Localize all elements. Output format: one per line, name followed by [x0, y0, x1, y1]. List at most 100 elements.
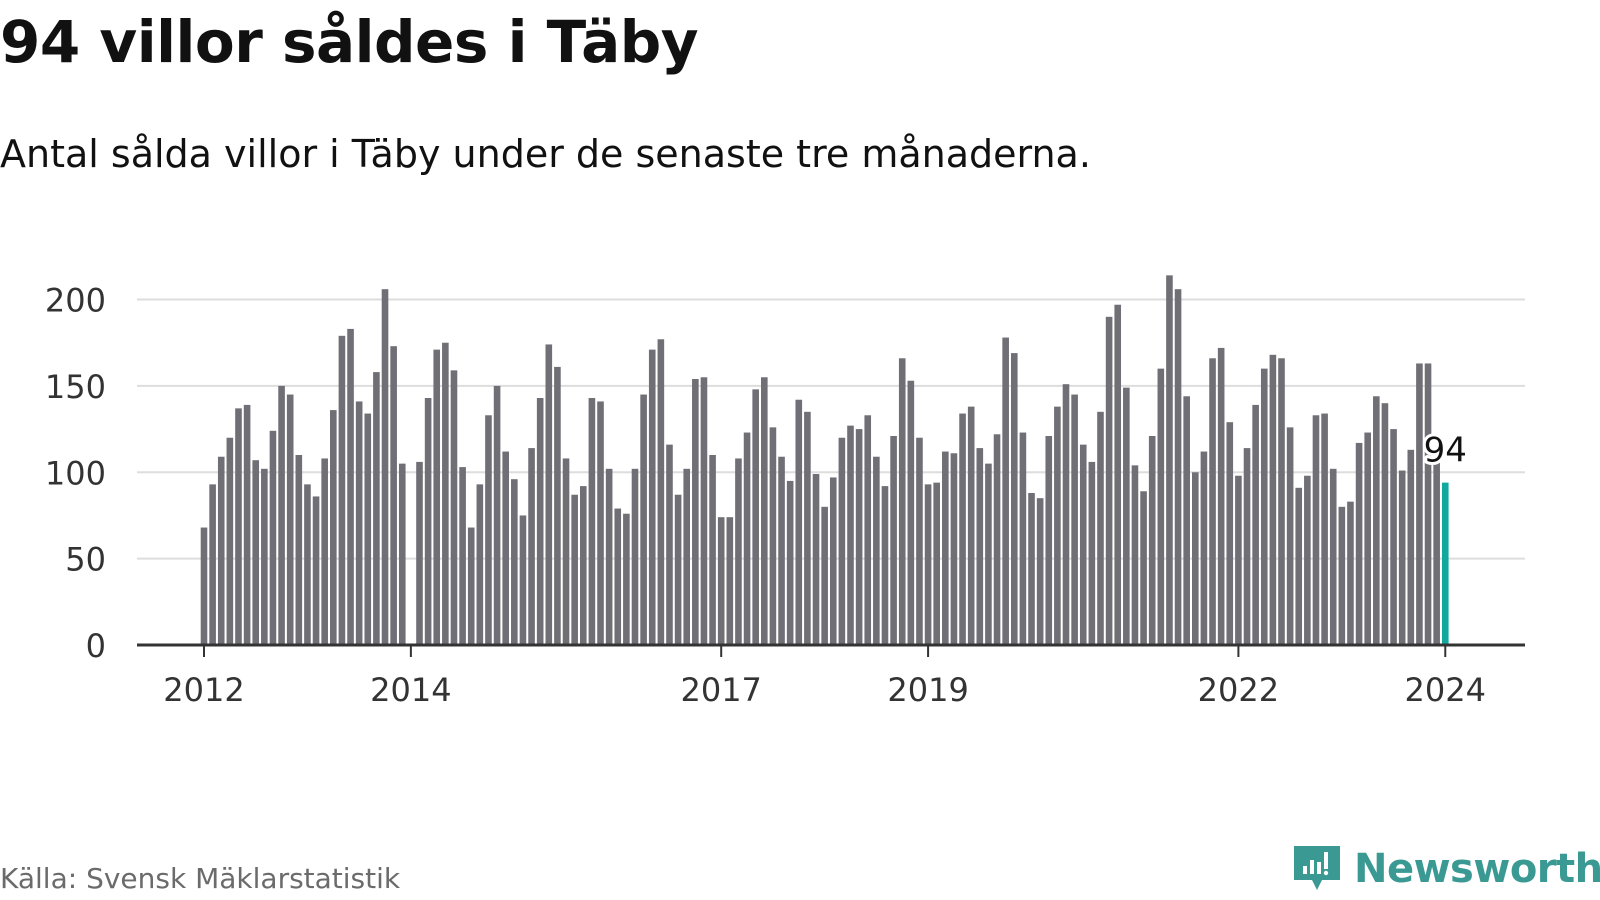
x-tick-label: 2017 [680, 671, 761, 709]
x-tick-label: 2022 [1198, 671, 1279, 709]
bar [528, 448, 535, 645]
bar [1312, 415, 1320, 645]
bar [916, 437, 923, 645]
bar [1424, 363, 1432, 645]
bar [1054, 406, 1061, 645]
bar [338, 335, 346, 645]
bar [278, 385, 285, 645]
bar [847, 425, 854, 645]
bar [1416, 363, 1423, 645]
bar [243, 404, 251, 645]
bar [1286, 427, 1294, 645]
y-tick-label: 150 [45, 368, 106, 406]
bar [1398, 470, 1406, 645]
bar [1373, 396, 1380, 645]
bar [898, 358, 906, 645]
bar [821, 506, 828, 645]
bar [907, 380, 915, 645]
bar [674, 494, 682, 645]
bar [640, 394, 647, 645]
bar [554, 366, 561, 645]
highlight-value-label: 94 [1424, 431, 1467, 471]
bar [735, 458, 742, 645]
bar [321, 458, 328, 645]
bar [692, 379, 699, 645]
bar [355, 401, 363, 645]
bar [442, 342, 449, 645]
bar [924, 484, 932, 645]
bar [312, 496, 320, 645]
bar-chart: 0 50 100 150 200 2012 2014 2017 2019 2022 2024 94 [45, 275, 1525, 709]
bar [304, 484, 311, 645]
x-tick-label: 2012 [163, 671, 244, 709]
bar [493, 385, 501, 645]
bar [1019, 432, 1027, 645]
bar [881, 486, 889, 645]
bar [485, 415, 492, 645]
bar [812, 474, 820, 645]
bar [1252, 404, 1259, 645]
newsworthy-logo[interactable]: Newsworthy [1290, 842, 1600, 896]
y-tick-label: 50 [65, 541, 106, 579]
bar [373, 372, 380, 645]
bar [1217, 347, 1225, 645]
bar [648, 349, 656, 645]
y-tick-label: 100 [45, 454, 106, 492]
bar [1381, 403, 1389, 645]
bar [614, 508, 622, 645]
bar [838, 437, 846, 645]
bar [1045, 436, 1053, 645]
source-note: Källa: Svensk Mäklarstatistik [0, 862, 401, 895]
bar [588, 398, 596, 645]
bar [804, 411, 811, 645]
bar [1338, 506, 1346, 645]
bar [261, 468, 268, 645]
newsworthy-logo-icon [1294, 846, 1340, 890]
bar [536, 398, 544, 645]
bar [1355, 442, 1363, 645]
bar [1260, 368, 1268, 645]
bar [1390, 429, 1397, 645]
bar [1166, 275, 1173, 645]
x-tick-label: 2024 [1405, 671, 1486, 709]
bar [1114, 304, 1122, 645]
bar [579, 486, 587, 645]
bar [330, 410, 337, 645]
bar [519, 515, 527, 645]
chart-title: 94 villor såldes i Täby [0, 8, 699, 76]
bar [1407, 449, 1415, 645]
bar [1235, 475, 1242, 645]
bar [873, 456, 880, 645]
bar [364, 413, 372, 645]
bar [1269, 354, 1277, 645]
bar [700, 377, 708, 645]
bar [933, 482, 940, 645]
bar [1088, 461, 1096, 645]
bar [295, 455, 303, 645]
bar [1441, 482, 1449, 645]
x-axis-ticks: 2012 2014 2017 2019 2022 2024 [163, 645, 1486, 709]
bar [1148, 436, 1156, 645]
bar [1097, 411, 1104, 645]
bar [235, 408, 242, 645]
bar [605, 468, 613, 645]
bar [761, 377, 768, 645]
bar [459, 467, 466, 645]
bar [709, 455, 716, 645]
bar [1295, 487, 1303, 645]
bar [347, 328, 354, 645]
bar [1036, 498, 1044, 645]
data-labels: 94 [1421, 428, 1470, 474]
bar [1278, 358, 1285, 645]
bar [890, 436, 897, 645]
bar [1329, 468, 1337, 645]
bar [1243, 448, 1251, 645]
bar [1071, 394, 1078, 645]
bar [226, 437, 234, 645]
bar [942, 451, 949, 645]
y-axis-ticks: 0 50 100 150 200 [45, 282, 106, 665]
bar [286, 394, 294, 645]
bar [597, 401, 604, 645]
x-tick-label: 2014 [370, 671, 451, 709]
bar [1131, 465, 1139, 645]
